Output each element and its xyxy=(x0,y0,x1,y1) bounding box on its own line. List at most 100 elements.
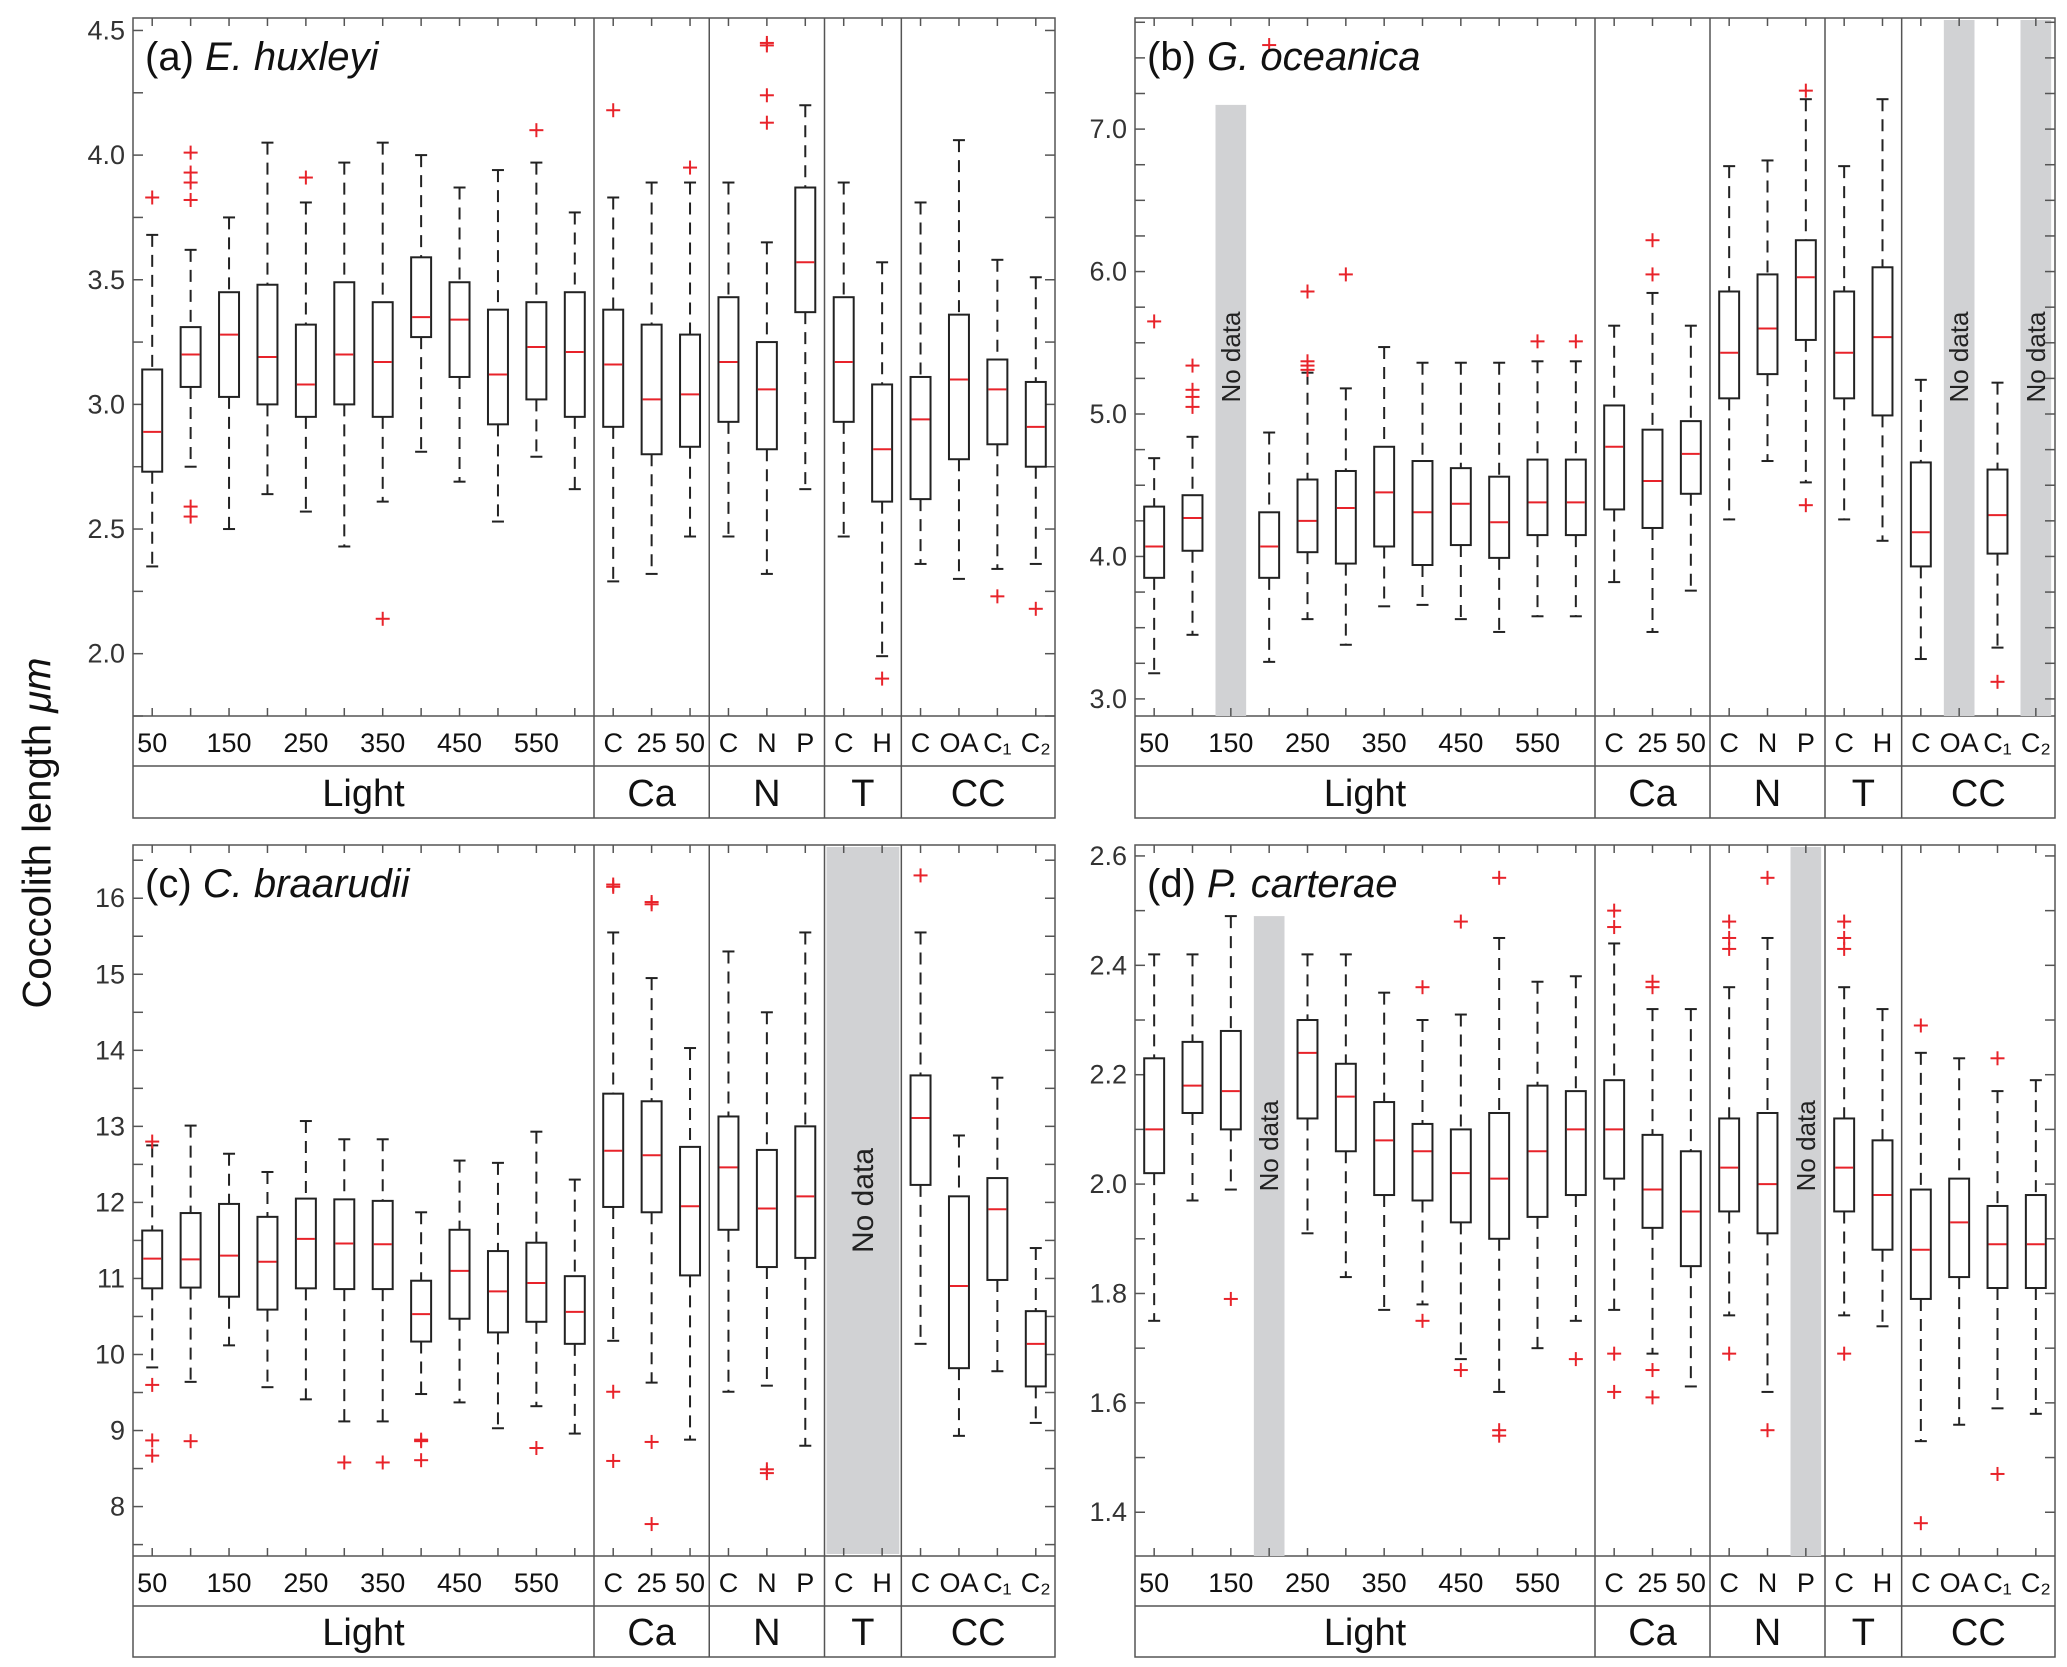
box-250 xyxy=(1296,284,1319,621)
iqr-box xyxy=(141,368,164,473)
iqr-box xyxy=(1181,1040,1204,1114)
box-300 xyxy=(1334,953,1357,1279)
outlier-marker xyxy=(1492,1428,1507,1443)
box-C xyxy=(1603,903,1626,1399)
outlier-marker xyxy=(1913,1516,1928,1531)
y-tick-label: 10 xyxy=(95,1339,125,1369)
x-tick-label: 350 xyxy=(1362,1568,1407,1598)
box-C1 xyxy=(1986,381,2009,689)
x-tick-label: 450 xyxy=(437,728,482,758)
box-C xyxy=(1909,378,1932,661)
y-tick-label: 16 xyxy=(95,883,125,913)
iqr-box xyxy=(294,323,317,418)
iqr-box xyxy=(909,1074,932,1186)
iqr-box xyxy=(218,291,241,398)
x-tick-label: OA xyxy=(939,728,978,758)
outlier-marker xyxy=(1185,399,1200,414)
iqr-box xyxy=(602,1092,625,1208)
y-tick-label: 11 xyxy=(97,1263,125,1293)
box-H xyxy=(871,261,894,686)
outlier-marker xyxy=(644,1434,659,1449)
x-tick-label: C₁ xyxy=(1983,1568,2012,1598)
group-label: CC xyxy=(1951,1612,2006,1654)
box-300 xyxy=(1334,267,1357,646)
outlier-marker xyxy=(298,170,313,185)
no-data-label: No data xyxy=(1791,1100,1821,1192)
y-tick-label: 1.6 xyxy=(1089,1388,1127,1418)
x-tick-label: C xyxy=(1834,728,1854,758)
group-label: Ca xyxy=(627,773,676,815)
iqr-box xyxy=(2024,1194,2047,1290)
box-200 xyxy=(256,1170,279,1389)
group-label: Ca xyxy=(627,1612,676,1654)
no-data-label: No data xyxy=(1254,1100,1284,1192)
iqr-box xyxy=(1411,1122,1434,1202)
group-label: N xyxy=(1754,1612,1781,1654)
x-tick-label: 25 xyxy=(1637,728,1667,758)
iqr-box xyxy=(563,291,586,418)
x-tick-label: C xyxy=(911,728,931,758)
outlier-marker xyxy=(1722,941,1737,956)
group-label: Light xyxy=(1324,1612,1407,1654)
box-C xyxy=(1603,324,1626,584)
iqr-box xyxy=(1024,1310,1047,1388)
iqr-box xyxy=(1449,467,1472,547)
box-200 xyxy=(256,141,279,496)
outlier-marker xyxy=(1990,1466,2005,1481)
x-tick-label: C xyxy=(1604,1568,1624,1598)
x-tick-label: 25 xyxy=(1637,1568,1667,1598)
outlier-marker xyxy=(1300,362,1315,377)
iqr-box xyxy=(1564,1090,1587,1197)
outlier-marker xyxy=(644,897,659,912)
iqr-box xyxy=(179,326,202,388)
y-tick-label: 7.0 xyxy=(1089,114,1127,144)
x-tick-label: C xyxy=(834,728,854,758)
x-tick-label: H xyxy=(872,1568,892,1598)
group-label: N xyxy=(753,773,780,815)
outlier-marker xyxy=(1645,267,1660,282)
x-tick-label: P xyxy=(1797,728,1815,758)
group-label: CC xyxy=(951,1612,1006,1654)
iqr-box xyxy=(141,1229,164,1290)
panel-letter: (c) xyxy=(145,862,203,906)
x-tick-label: C₂ xyxy=(1021,1568,1051,1598)
box-350 xyxy=(1373,991,1396,1311)
outlier-marker xyxy=(1607,1346,1622,1361)
x-tick-label: 250 xyxy=(283,728,328,758)
iqr-box xyxy=(909,375,932,501)
iqr-box xyxy=(1718,1117,1741,1213)
iqr-box xyxy=(256,1215,279,1311)
box-150 xyxy=(1219,915,1242,1306)
outlier-marker xyxy=(606,1453,621,1468)
outlier-marker xyxy=(1185,358,1200,373)
y-tick-label: 2.0 xyxy=(1089,1169,1127,1199)
x-tick-label: C xyxy=(1834,1568,1854,1598)
group-label: CC xyxy=(951,773,1006,815)
y-tick-label: 4.0 xyxy=(1089,541,1127,571)
box-N xyxy=(755,35,778,575)
box-150 xyxy=(218,216,241,531)
x-tick-label: 550 xyxy=(514,1568,559,1598)
iqr-box xyxy=(1871,1139,1894,1251)
box-C xyxy=(717,950,740,1393)
x-tick-label: 50 xyxy=(1139,1568,1169,1598)
x-tick-label: P xyxy=(1797,1568,1815,1598)
iqr-box xyxy=(448,281,471,378)
y-tick-label: 3.0 xyxy=(1089,684,1127,714)
outlier-marker xyxy=(1415,1313,1430,1328)
box-500 xyxy=(486,1161,509,1430)
outlier-marker xyxy=(1722,914,1737,929)
x-tick-label: 250 xyxy=(283,1568,328,1598)
box-300 xyxy=(333,161,356,548)
y-tick-label: 6.0 xyxy=(1089,257,1127,287)
outlier-marker xyxy=(1798,498,1813,513)
iqr-box xyxy=(525,301,548,401)
box-C xyxy=(1718,914,1741,1361)
box-450 xyxy=(1449,361,1472,621)
iqr-box xyxy=(1526,458,1549,537)
iqr-box xyxy=(794,186,817,314)
x-tick-label: 50 xyxy=(1676,728,1706,758)
x-tick-label: C₂ xyxy=(2021,1568,2051,1598)
x-tick-label: C xyxy=(719,728,739,758)
